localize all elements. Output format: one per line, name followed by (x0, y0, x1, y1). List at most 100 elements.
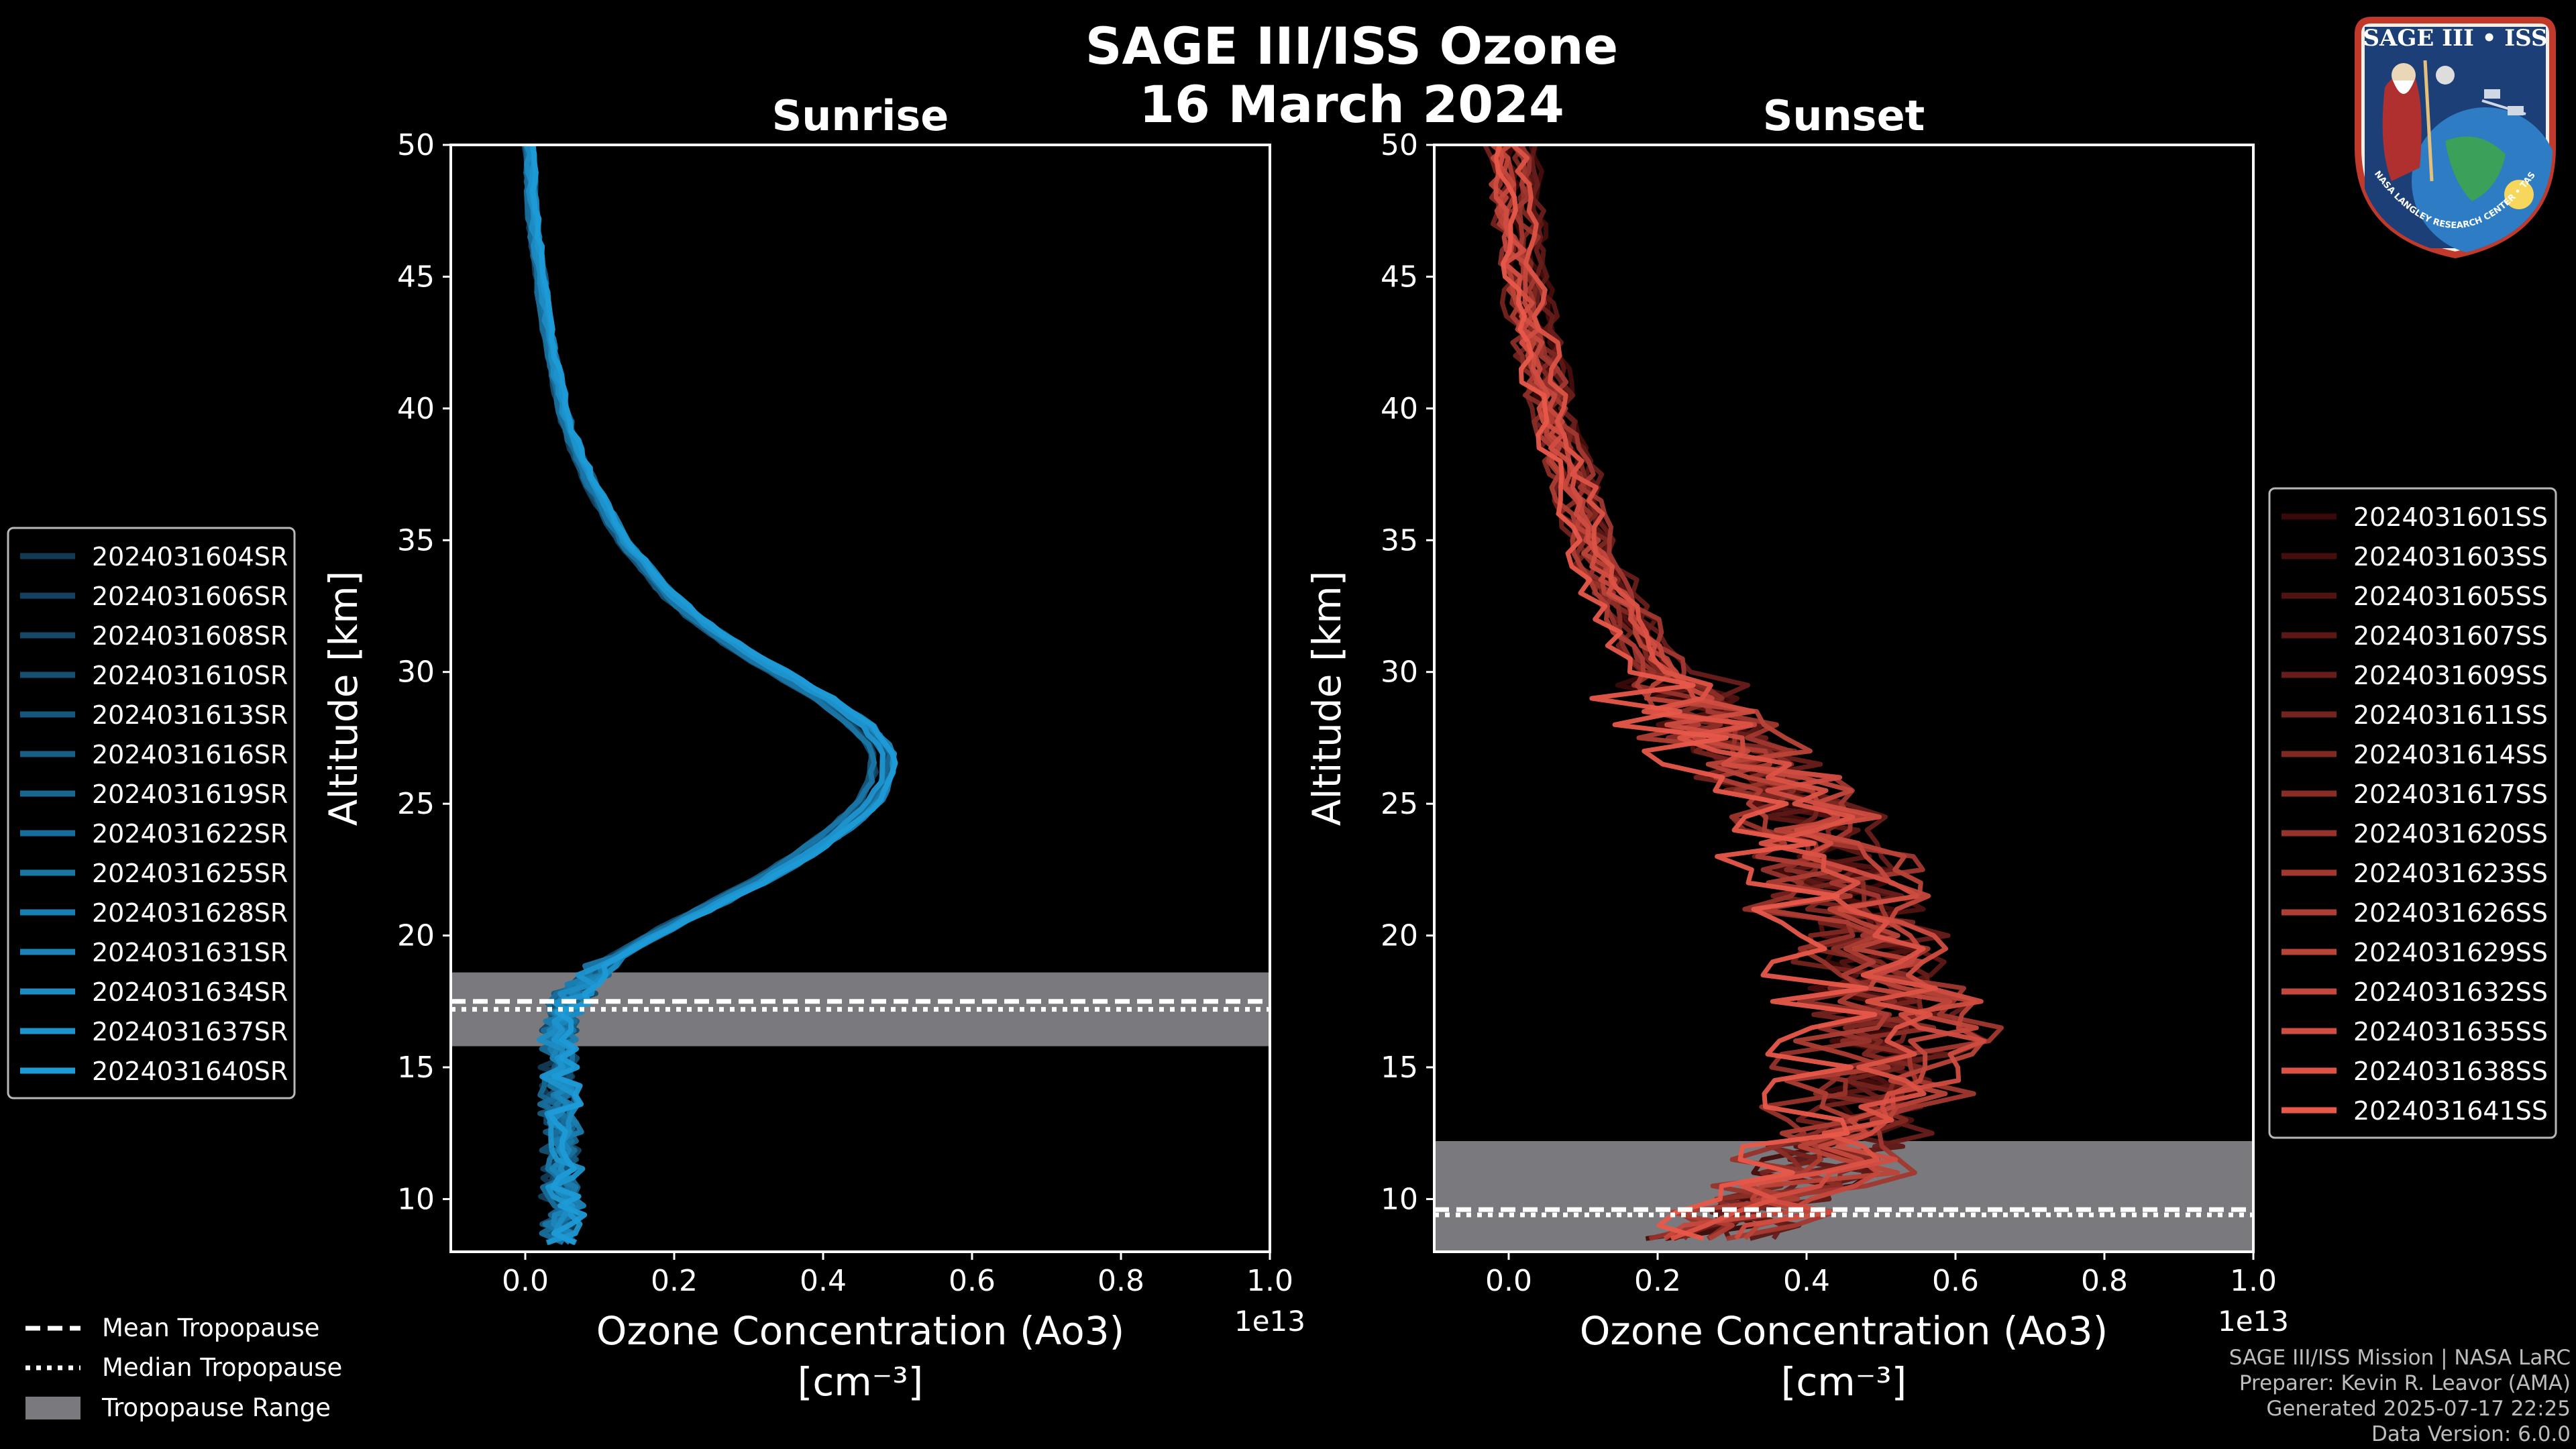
sunset-legend-entry: 2024031601SS (2353, 502, 2548, 532)
sunset-legend-entry: 2024031632SS (2353, 977, 2548, 1007)
sunset-y-tick-label: 25 (1381, 787, 1418, 821)
sunset-y-tick-label: 35 (1381, 523, 1418, 557)
patch-staff (2423, 60, 2434, 182)
footer-line-version: Data Version: 6.0.0 (2371, 1422, 2571, 1446)
sunrise-x-tick-label: 1.0 (1246, 1264, 1293, 1298)
sage-iii-iss-patch-logo: SAGE III • ISS BALL • NASA LANGLEY RESEA… (2345, 13, 2556, 259)
sunset-legend-entry: 2024031626SS (2353, 898, 2548, 928)
tropopause-range-label: Tropopause Range (101, 1393, 331, 1422)
sunrise-y-tick-label: 45 (397, 260, 435, 294)
sunset-legend-entry: 2024031617SS (2353, 780, 2548, 809)
sunset-x-scale-offset: 1e13 (2218, 1305, 2289, 1338)
footer-line-mission: SAGE III/ISS Mission | NASA LaRC (2229, 1346, 2571, 1370)
sunrise-x-tick-label: 0.6 (949, 1264, 996, 1298)
patch-moon (2436, 66, 2455, 85)
sunset-series-line-2024031609ss (1516, 145, 1988, 1240)
tropopause-range-swatch (25, 1397, 80, 1419)
sunrise-y-tick-label: 35 (397, 523, 435, 557)
sunset-legend-entry: 2024031607SS (2353, 621, 2548, 651)
sunset-legend-entry: 2024031620SS (2353, 819, 2548, 849)
sunrise-panel-title: Sunrise (772, 91, 949, 140)
sunrise-series-line-2024031640sr (529, 145, 898, 1245)
sunrise-legend-entry: 2024031622SR (92, 819, 288, 849)
sunset-x-tick-label: 1.0 (2230, 1264, 2277, 1298)
patch-figure-beard (2393, 80, 2414, 94)
sunrise-panel: 0.0 0.2 0.4 0.6 0.8 1.0 10 15 20 25 30 35 40 45 50 Sunr… (321, 91, 1305, 1405)
sunrise-legend-entry: 2024031631SR (92, 938, 288, 967)
sunrise-y-tick-label: 25 (397, 787, 435, 821)
sunrise-axes-frame (449, 144, 1271, 1253)
sunrise-series-lines (521, 145, 898, 1246)
sunrise-x-axis-label: Ozone Concentration (Ao3) (596, 1308, 1125, 1354)
figure-title-line1: SAGE III/ISS Ozone (1085, 16, 1618, 76)
sunset-legend-entry: 2024031629SS (2353, 938, 2548, 967)
sunset-legend-entry: 2024031603SS (2353, 542, 2548, 572)
sunset-panel-title: Sunset (1763, 91, 1925, 140)
patch-continent (2445, 136, 2506, 201)
patch-iss-station (2481, 89, 2526, 115)
sunrise-legend-entry: 2024031619SR (92, 780, 288, 809)
sunset-legend-box (2268, 487, 2557, 1139)
sunset-legend: 2024031601SS 2024031603SS 2024031605SS 2024… (2268, 487, 2557, 1139)
sunset-series-line-2024031638ss (1511, 145, 1938, 1241)
footer-line-preparer: Preparer: Kevin R. Leavor (AMA) (2239, 1371, 2571, 1395)
sunset-y-axis-label: Altitude [km] (1304, 571, 1350, 826)
sunset-legend-entry: 2024031635SS (2353, 1017, 2548, 1046)
sunrise-y-tick-label: 40 (397, 392, 435, 426)
sunset-y-tick-label: 50 (1381, 128, 1418, 162)
sunrise-x-tick-label: 0.8 (1097, 1264, 1144, 1298)
sunset-x-tick-label: 0.6 (1932, 1264, 1979, 1298)
sunrise-y-tick-label: 50 (397, 128, 435, 162)
sunrise-legend-entry: 2024031604SR (92, 542, 288, 572)
sunset-legend-entry: 2024031605SS (2353, 582, 2548, 611)
sunset-x-axis-unit: [cm⁻³] (1781, 1359, 1907, 1405)
sunset-x-tick-label: 0.4 (1783, 1264, 1830, 1298)
footer-line-generated: Generated 2025-07-17 22:25 (2266, 1397, 2571, 1421)
sunrise-legend-entry: 2024031613SR (92, 700, 288, 730)
sunrise-y-tick-label: 30 (397, 655, 435, 690)
sunset-x-axis-label: Ozone Concentration (Ao3) (1580, 1308, 2108, 1354)
sunrise-legend-entry: 2024031616SR (92, 740, 288, 769)
patch-sun (2504, 180, 2534, 209)
tropopause-legend: Mean Tropopause Median Tropopause Tropop… (25, 1313, 342, 1422)
sunset-series-line-2024031641ss (1493, 145, 1878, 1241)
sunset-x-tick-label: 0.0 (1485, 1264, 1532, 1298)
sunset-x-tick-label: 0.8 (2081, 1264, 2128, 1298)
sunset-axes-frame (1433, 144, 2255, 1253)
sunset-legend-entry: 2024031638SS (2353, 1057, 2548, 1086)
median-tropopause-label: Median Tropopause (102, 1353, 342, 1382)
sunrise-legend-entry: 2024031608SR (92, 621, 288, 651)
sunrise-x-tick-label: 0.4 (800, 1264, 847, 1298)
sunrise-y-tick-label: 10 (397, 1182, 435, 1216)
sunset-legend-entry: 2024031623SS (2353, 859, 2548, 888)
sunrise-x-scale-offset: 1e13 (1234, 1305, 1305, 1338)
sunrise-legend-entry: 2024031606SR (92, 582, 288, 611)
patch-title-text: SAGE III • ISS (2363, 25, 2547, 52)
sunset-x-tick-label: 0.2 (1634, 1264, 1681, 1298)
sunrise-legend: 2024031604SR 2024031606SR 2024031608SR 2024… (7, 527, 296, 1099)
sunrise-y-tick-label: 20 (397, 919, 435, 953)
sunrise-legend-entry: 2024031634SR (92, 977, 288, 1007)
sunset-legend-entry: 2024031614SS (2353, 740, 2548, 769)
sunrise-legend-entry: 2024031625SR (92, 859, 288, 888)
figure-title-line2: 16 March 2024 (1139, 74, 1564, 134)
sunset-legend-entry: 2024031611SS (2353, 700, 2548, 730)
sunrise-legend-entry: 2024031640SR (92, 1057, 288, 1086)
sunset-y-tick-label: 15 (1381, 1051, 1418, 1085)
sunrise-x-axis-unit: [cm⁻³] (798, 1359, 924, 1405)
mean-tropopause-label: Mean Tropopause (102, 1313, 320, 1342)
sunset-series-lines (1483, 145, 2004, 1241)
sunrise-legend-entry: 2024031637SR (92, 1017, 288, 1046)
sunset-y-tick-label: 30 (1381, 655, 1418, 690)
sunrise-x-tick-label: 0.0 (502, 1264, 549, 1298)
sunset-y-tick-label: 40 (1381, 392, 1418, 426)
sunrise-legend-entry: 2024031628SR (92, 898, 288, 928)
sunset-y-tick-label: 45 (1381, 260, 1418, 294)
sunset-y-tick-label: 10 (1381, 1182, 1418, 1216)
sunrise-x-tick-label: 0.2 (651, 1264, 698, 1298)
sunset-legend-entry: 2024031609SS (2353, 661, 2548, 690)
sunrise-legend-entry: 2024031610SR (92, 661, 288, 690)
sunset-legend-entry: 2024031641SS (2353, 1096, 2548, 1126)
sunrise-y-axis-label: Altitude [km] (321, 571, 366, 826)
